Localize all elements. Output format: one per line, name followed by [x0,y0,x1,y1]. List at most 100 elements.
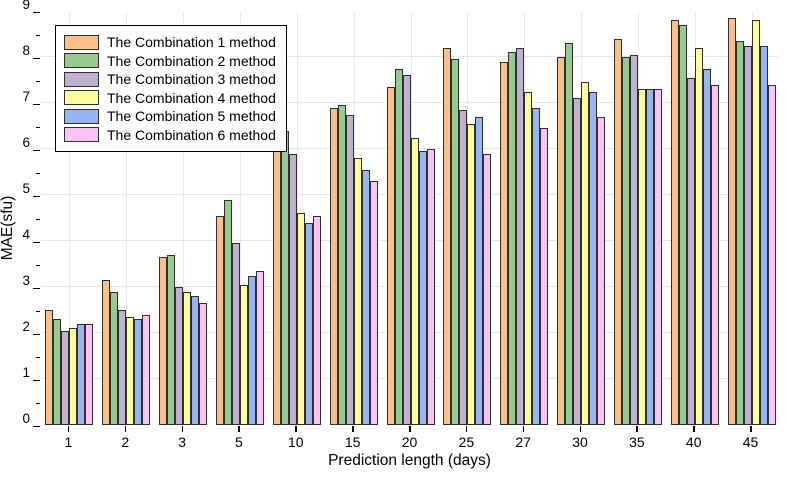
bar [126,316,135,425]
x-tick-label: 15 [344,434,361,450]
bar [134,319,143,425]
legend-label: The Combination 3 method [107,71,276,88]
bar [223,199,232,425]
bar [102,280,111,425]
x-tick-label: 3 [178,434,186,450]
bar [191,296,200,425]
legend-swatch-icon [64,127,99,143]
x-tick-label: 45 [742,434,759,450]
bar [215,215,224,425]
bar [353,158,362,425]
x-tick-label: 35 [629,434,645,450]
x-tick-label: 5 [235,434,243,450]
legend-item: The Combination 5 method [64,107,276,126]
bar [110,291,119,425]
y-minor-tick [36,80,40,82]
bar [361,169,370,425]
y-major-tick [33,195,40,197]
bar [159,257,168,425]
legend-item: The Combination 1 method [64,33,276,52]
x-gridline [69,13,71,425]
bar [142,314,151,425]
y-tick-label: 5 [22,181,30,196]
bar [524,91,533,425]
y-major-tick [33,103,40,105]
bar [629,54,638,425]
y-tick-label: 1 [22,365,30,380]
bar [637,89,646,425]
legend-swatch-icon [64,71,99,87]
bar [589,91,598,425]
x-tick-label: 1 [64,434,73,450]
x-tick [750,426,752,432]
y-tick-label: 3 [22,273,30,288]
x-tick [295,426,297,432]
x-tick [352,426,354,432]
y-major-tick [33,333,40,335]
y-minor-tick [36,218,40,220]
y-major-tick [33,11,40,13]
y-major-tick [33,241,40,243]
bar [540,128,549,425]
bar [557,57,566,425]
bar [443,47,452,425]
bar [743,45,752,425]
legend-swatch-icon [64,90,99,106]
x-gridline [239,13,241,425]
legend-label: The Combination 2 method [107,52,276,69]
bar [77,323,86,425]
x-tick [238,426,240,432]
legend-label: The Combination 5 method [107,108,276,125]
y-major-tick [33,287,40,289]
y-minor-tick [36,310,40,312]
bar [451,59,460,425]
bar [61,330,70,425]
legend-item: The Combination 4 method [64,89,276,108]
y-gridline [41,56,778,57]
x-tick-label: 27 [515,434,531,450]
bar [670,20,679,425]
bar [508,52,517,425]
x-tick [409,426,411,432]
bar [329,107,338,425]
y-minor-tick [36,34,40,36]
bar [386,86,395,425]
y-axis-label: MAE(sfu) [0,195,16,261]
bar [597,116,606,425]
bar [581,82,590,425]
bar [239,284,248,425]
legend-label: The Combination 4 method [107,89,276,106]
x-tick-label: 10 [288,434,304,450]
y-major-tick [33,149,40,151]
bar [402,75,411,425]
x-tick [465,426,468,432]
x-axis-label: Prediction length (days) [328,452,491,469]
bar [410,137,419,425]
bar [475,116,484,425]
x-gridline [126,13,128,425]
bar [727,17,736,425]
bar [288,153,297,425]
bar [312,215,321,425]
bar [345,114,354,425]
bar [702,68,711,425]
legend-label: The Combination 6 method [107,126,276,143]
x-tick-label: 20 [401,434,418,450]
x-tick-label: 40 [685,434,702,450]
x-tick-label: 2 [121,434,130,450]
bar [483,153,492,425]
bar [532,107,541,425]
x-tick [522,426,525,432]
bar [69,328,78,425]
bar [369,181,378,425]
bar [735,40,744,425]
bar [167,254,176,425]
y-minor-tick [36,402,40,404]
bar [272,109,281,425]
bar [394,68,403,425]
bar [767,84,776,425]
x-tick [579,426,582,432]
bar [710,84,719,425]
bar [280,130,289,425]
